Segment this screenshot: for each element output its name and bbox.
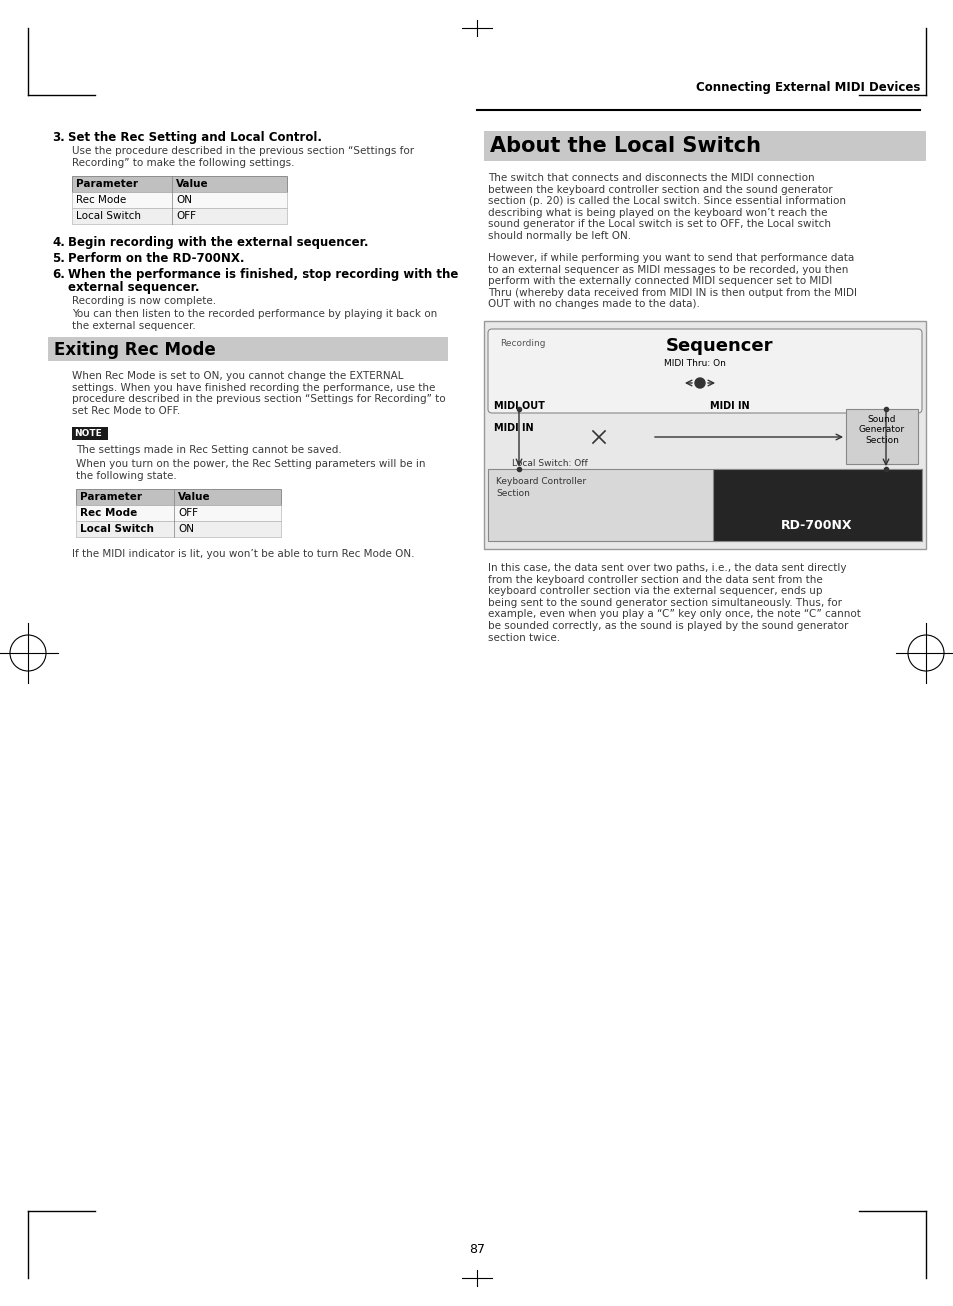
Text: In this case, the data sent over two paths, i.e., the data sent directly
from th: In this case, the data sent over two pat… (488, 563, 860, 643)
FancyBboxPatch shape (488, 329, 921, 413)
Text: Set the Rec Setting and Local Control.: Set the Rec Setting and Local Control. (68, 131, 322, 144)
Text: 3.: 3. (52, 131, 65, 144)
Text: MIDI OUT: MIDI OUT (494, 401, 544, 411)
Text: When the performance is finished, stop recording with the: When the performance is finished, stop r… (68, 268, 457, 281)
Text: 87: 87 (469, 1243, 484, 1256)
Text: ON: ON (178, 524, 193, 534)
Text: Rec Mode: Rec Mode (76, 195, 126, 205)
Text: Exiting Rec Mode: Exiting Rec Mode (54, 341, 215, 359)
Text: 6.: 6. (52, 268, 65, 281)
Text: ON: ON (175, 195, 192, 205)
Text: Sound
Generator
Section: Sound Generator Section (858, 415, 904, 445)
Bar (483, 321, 925, 549)
Bar (71, 427, 108, 440)
Bar (488, 469, 921, 541)
Text: The settings made in Rec Setting cannot be saved.: The settings made in Rec Setting cannot … (76, 445, 341, 454)
Bar (76, 505, 281, 521)
Text: MIDI IN: MIDI IN (494, 423, 533, 434)
Text: Local Switch: Local Switch (80, 524, 153, 534)
Circle shape (695, 377, 704, 388)
Text: The switch that connects and disconnects the MIDI connection
between the keyboar: The switch that connects and disconnects… (488, 172, 845, 242)
Bar (71, 176, 287, 192)
Bar (76, 488, 281, 505)
Text: Value: Value (175, 179, 209, 189)
Text: Use the procedure described in the previous section “Settings for
Recording” to : Use the procedure described in the previ… (71, 146, 414, 167)
Text: Rec Mode: Rec Mode (80, 508, 137, 518)
Text: Section: Section (496, 488, 529, 498)
Text: About the Local Switch: About the Local Switch (490, 136, 760, 155)
Text: 4.: 4. (52, 236, 65, 249)
Text: However, if while performing you want to send that performance data
to an extern: However, if while performing you want to… (488, 253, 856, 310)
Text: Sequencer: Sequencer (665, 337, 773, 355)
Bar (483, 131, 925, 161)
Text: OFF: OFF (178, 508, 198, 518)
Text: Parameter: Parameter (80, 492, 142, 502)
Bar (48, 337, 448, 360)
Text: Keyboard Controller: Keyboard Controller (496, 477, 585, 486)
Text: Recording is now complete.: Recording is now complete. (71, 296, 216, 306)
Bar (76, 521, 281, 537)
Text: MIDI Thru: On: MIDI Thru: On (663, 359, 725, 368)
Text: MIDI OUT: MIDI OUT (861, 423, 911, 434)
Text: OFF: OFF (175, 212, 195, 221)
Bar (845, 409, 917, 464)
Text: Perform on the RD-700NX.: Perform on the RD-700NX. (68, 252, 244, 265)
Bar (71, 208, 287, 225)
Text: external sequencer.: external sequencer. (68, 281, 199, 294)
Text: 5.: 5. (52, 252, 65, 265)
Text: Connecting External MIDI Devices: Connecting External MIDI Devices (695, 81, 919, 94)
Text: When Rec Mode is set to ON, you cannot change the EXTERNAL
settings. When you ha: When Rec Mode is set to ON, you cannot c… (71, 371, 445, 415)
Text: Local Switch: Local Switch (76, 212, 141, 221)
Text: Parameter: Parameter (76, 179, 138, 189)
Text: You can then listen to the recorded performance by playing it back on
the extern: You can then listen to the recorded perf… (71, 310, 436, 330)
Bar (712, 469, 921, 541)
Text: MIDI IN: MIDI IN (709, 401, 749, 411)
Text: RD-700NX: RD-700NX (781, 518, 852, 532)
Text: Value: Value (178, 492, 211, 502)
Text: NOTE: NOTE (74, 428, 102, 438)
Text: If the MIDI indicator is lit, you won’t be able to turn Rec Mode ON.: If the MIDI indicator is lit, you won’t … (71, 549, 414, 559)
Bar (71, 192, 287, 208)
Text: Local Switch: Off: Local Switch: Off (512, 458, 587, 468)
Text: Recording: Recording (499, 340, 545, 347)
Text: When you turn on the power, the Rec Setting parameters will be in
the following : When you turn on the power, the Rec Sett… (76, 458, 425, 481)
Text: Begin recording with the external sequencer.: Begin recording with the external sequen… (68, 236, 368, 249)
